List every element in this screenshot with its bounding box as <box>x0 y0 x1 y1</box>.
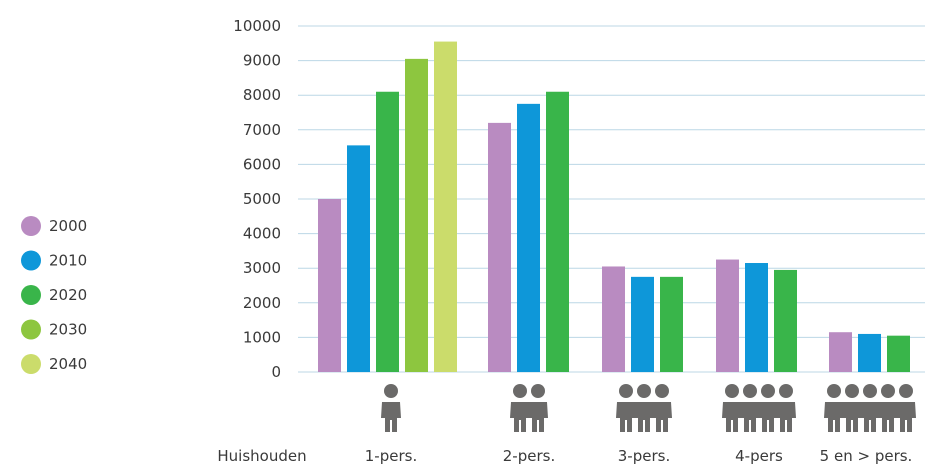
person-icon <box>616 384 636 432</box>
bar-2010-1 <box>347 145 370 372</box>
category-label: 2-pers. <box>503 447 555 465</box>
y-tick-label: 1000 <box>243 328 281 346</box>
legend-swatch <box>21 354 41 374</box>
bar-2010-2 <box>517 103 540 372</box>
bar-2030-1 <box>405 58 428 373</box>
legend-label: 2040 <box>49 355 87 373</box>
x-axis-title: Huishouden <box>217 447 306 465</box>
person-icon <box>824 384 844 432</box>
legend-swatch <box>21 250 41 271</box>
gridlines <box>298 25 925 373</box>
legend: 2000 2010 2020 2030 2040 <box>21 216 87 374</box>
y-tick-label: 6000 <box>243 155 281 173</box>
y-tick-label: 7000 <box>243 121 281 139</box>
y-tick-label: 8000 <box>243 86 281 104</box>
person-icon <box>860 384 880 432</box>
category-label: 1-pers. <box>365 447 417 465</box>
household-icon-4 <box>722 384 796 432</box>
bars <box>318 41 910 373</box>
legend-label: 2000 <box>49 217 87 235</box>
bar-2010-3 <box>631 276 654 372</box>
person-icon <box>776 384 796 432</box>
household-icon-5 <box>824 384 916 432</box>
bar-2020-3 <box>660 276 683 372</box>
y-tick-label: 2000 <box>243 294 281 312</box>
person-icon <box>528 384 548 432</box>
legend-swatch <box>21 216 41 236</box>
person-icon <box>381 384 401 432</box>
bar-2010-4 <box>745 263 768 372</box>
bar-2020-4 <box>774 269 797 372</box>
household-icon-3 <box>616 384 672 432</box>
bar-2000-2 <box>488 122 511 372</box>
legend-label: 2010 <box>49 252 87 270</box>
y-tick-label: 5000 <box>243 190 281 208</box>
bar-2010-5 <box>858 333 881 372</box>
legend-label: 2030 <box>49 321 87 339</box>
y-tick-label: 9000 <box>243 52 281 70</box>
bar-2020-1 <box>376 91 399 373</box>
bar-2000-3 <box>602 266 625 372</box>
person-icon <box>510 384 530 432</box>
person-icon <box>758 384 778 432</box>
legend-label: 2020 <box>49 286 87 304</box>
person-icon <box>878 384 898 432</box>
person-icon <box>740 384 760 432</box>
person-icon <box>896 384 916 432</box>
legend-swatch <box>21 285 41 305</box>
x-axis-labels: Huishouden 1-pers. 2-pers. 3-pers. 4-pers 5 … <box>217 447 912 465</box>
category-label: 5 en > pers. <box>820 447 913 465</box>
person-icon <box>652 384 672 432</box>
bar-2000-1 <box>318 199 341 372</box>
person-icon <box>842 384 862 432</box>
y-tick-label: 10000 <box>233 17 281 35</box>
person-icon <box>722 384 742 432</box>
y-tick-label: 4000 <box>243 225 281 243</box>
y-axis-ticks: 0 1000 2000 3000 4000 5000 6000 7000 8000 9000 100… <box>233 17 281 381</box>
bar-2000-4 <box>716 259 739 372</box>
category-label: 4-pers <box>735 447 783 465</box>
bar-2020-5 <box>887 335 910 372</box>
bar-2020-2 <box>546 91 569 373</box>
bar-2040-1 <box>434 41 457 372</box>
y-tick-label: 3000 <box>243 259 281 277</box>
household-icons <box>381 384 916 432</box>
category-label: 3-pers. <box>618 447 670 465</box>
legend-swatch <box>21 319 41 340</box>
household-icon-1 <box>381 384 401 432</box>
bar-2000-5 <box>829 332 852 372</box>
y-tick-label: 0 <box>271 363 281 381</box>
person-icon <box>634 384 654 432</box>
household-icon-2 <box>510 384 548 432</box>
